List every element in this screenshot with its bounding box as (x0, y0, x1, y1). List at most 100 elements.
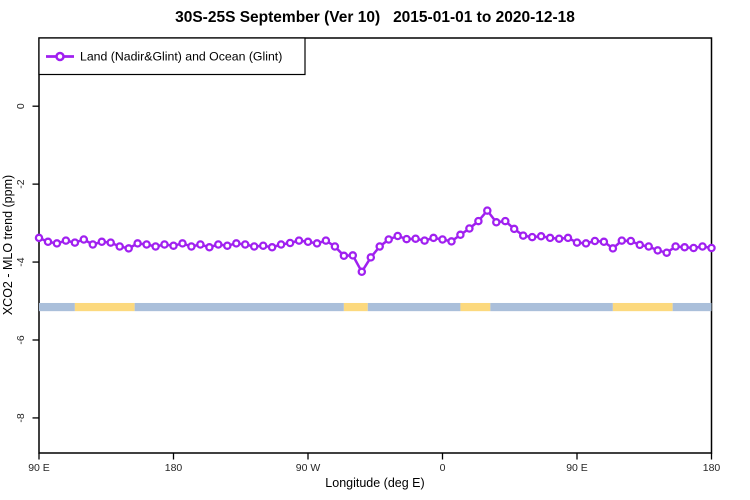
data-point-marker (599, 237, 609, 247)
data-point-marker (339, 251, 349, 261)
data-point-marker (554, 234, 564, 243)
legend: Land (Nadir&Glint) and Ocean (Glint) (38, 37, 306, 76)
data-point-marker (402, 234, 411, 244)
data-point-marker (483, 206, 492, 215)
data-point-marker (420, 236, 429, 245)
data-point-marker (79, 235, 89, 244)
data-point-marker (330, 242, 340, 251)
data-point-marker (608, 244, 618, 253)
surface-band-segment-ocean (672, 302, 712, 312)
data-point-marker (456, 230, 465, 240)
data-point-marker (115, 242, 124, 251)
data-point-marker (563, 233, 573, 243)
surface-band-segment-land (612, 302, 673, 312)
data-point-marker (366, 253, 376, 262)
data-point-marker (249, 242, 259, 251)
surface-band-segment-ocean (39, 302, 75, 312)
data-point-marker (348, 251, 358, 260)
surface-band-segment-land (460, 302, 491, 312)
data-point-marker (133, 239, 142, 248)
surface-band-segment-ocean (490, 302, 613, 312)
data-point-marker (474, 216, 483, 226)
y-tick-label: -8 (15, 413, 27, 422)
data-point-marker (303, 237, 313, 247)
data-point-marker (232, 239, 241, 248)
data-point-marker (285, 238, 295, 248)
x-tick-label: 90 E (28, 462, 50, 474)
legend-box (38, 37, 306, 76)
data-point-marker (61, 236, 71, 245)
data-point-marker (276, 240, 286, 249)
surface-band-segment-ocean (367, 302, 461, 312)
x-tick-label: 90 E (566, 462, 588, 474)
chart-title: 30S-25S September (Ver 10) 2015-01-01 to… (175, 9, 575, 26)
data-point-marker (644, 242, 653, 251)
data-point-marker (312, 239, 322, 248)
data-point-marker (626, 236, 636, 246)
data-point-marker (142, 240, 151, 249)
data-point-marker (124, 244, 133, 253)
data-point-marker (635, 240, 645, 250)
data-point-marker (97, 237, 107, 247)
y-tick-label: -6 (15, 335, 27, 344)
surface-band-segment-land (74, 302, 135, 312)
data-point-marker (518, 231, 528, 240)
data-point-marker (187, 242, 196, 251)
data-point-marker (698, 242, 707, 251)
x-tick-label: 180 (165, 462, 183, 474)
data-point-marker (294, 236, 304, 245)
x-tick-label: 0 (440, 462, 446, 474)
data-point-marker (671, 242, 680, 251)
series-line (37, 209, 713, 274)
data-point-marker (43, 237, 53, 247)
data-point-marker (196, 240, 205, 249)
data-point-marker (509, 224, 519, 234)
data-point-marker (438, 235, 447, 244)
data-point-marker (581, 239, 591, 248)
surface-band-segment-land (343, 302, 368, 312)
data-point-marker (653, 246, 662, 255)
data-point-marker (447, 237, 456, 246)
data-point-marker (492, 218, 501, 227)
data-point-marker (501, 216, 510, 226)
data-point-marker (88, 240, 98, 249)
data-point-marker (572, 238, 582, 247)
data-point-marker (707, 243, 716, 253)
data-point-marker (375, 242, 384, 251)
data-point-marker (70, 238, 80, 247)
surface-type-band (39, 302, 712, 312)
x-tick-label: 180 (703, 462, 721, 474)
data-point-marker (527, 232, 537, 242)
data-point-marker (411, 234, 420, 243)
data-point-marker (258, 241, 268, 250)
x-tick-label: 90 W (296, 462, 321, 474)
data-point-marker (214, 240, 223, 249)
data-point-marker (393, 231, 402, 241)
data-point-marker (267, 243, 277, 252)
data-point-marker (160, 240, 169, 249)
y-tick-label: 0 (15, 103, 27, 109)
data-point-marker (384, 235, 393, 244)
surface-band-segment-ocean (134, 302, 344, 312)
data-point-marker (240, 240, 250, 249)
data-point-marker (617, 236, 627, 245)
x-axis-label: Longitude (deg E) (325, 476, 424, 490)
data-point-marker (205, 243, 214, 252)
data-point-marker (536, 232, 546, 241)
y-axis-label: XCO2 - MLO trend (ppm) (1, 175, 15, 315)
data-point-marker (106, 238, 115, 247)
data-point-marker (465, 224, 474, 233)
data-point-marker (689, 243, 698, 253)
data-point-marker (34, 233, 44, 243)
data-point-marker (545, 233, 555, 243)
data-point-marker (680, 243, 689, 252)
data-point-marker (357, 267, 367, 277)
data-point-marker (321, 236, 331, 245)
data-point-marker (52, 239, 62, 248)
y-tick-label: -4 (15, 257, 27, 266)
legend-marker-icon (55, 51, 65, 62)
data-point-marker (169, 241, 178, 250)
data-point-marker (178, 239, 187, 248)
